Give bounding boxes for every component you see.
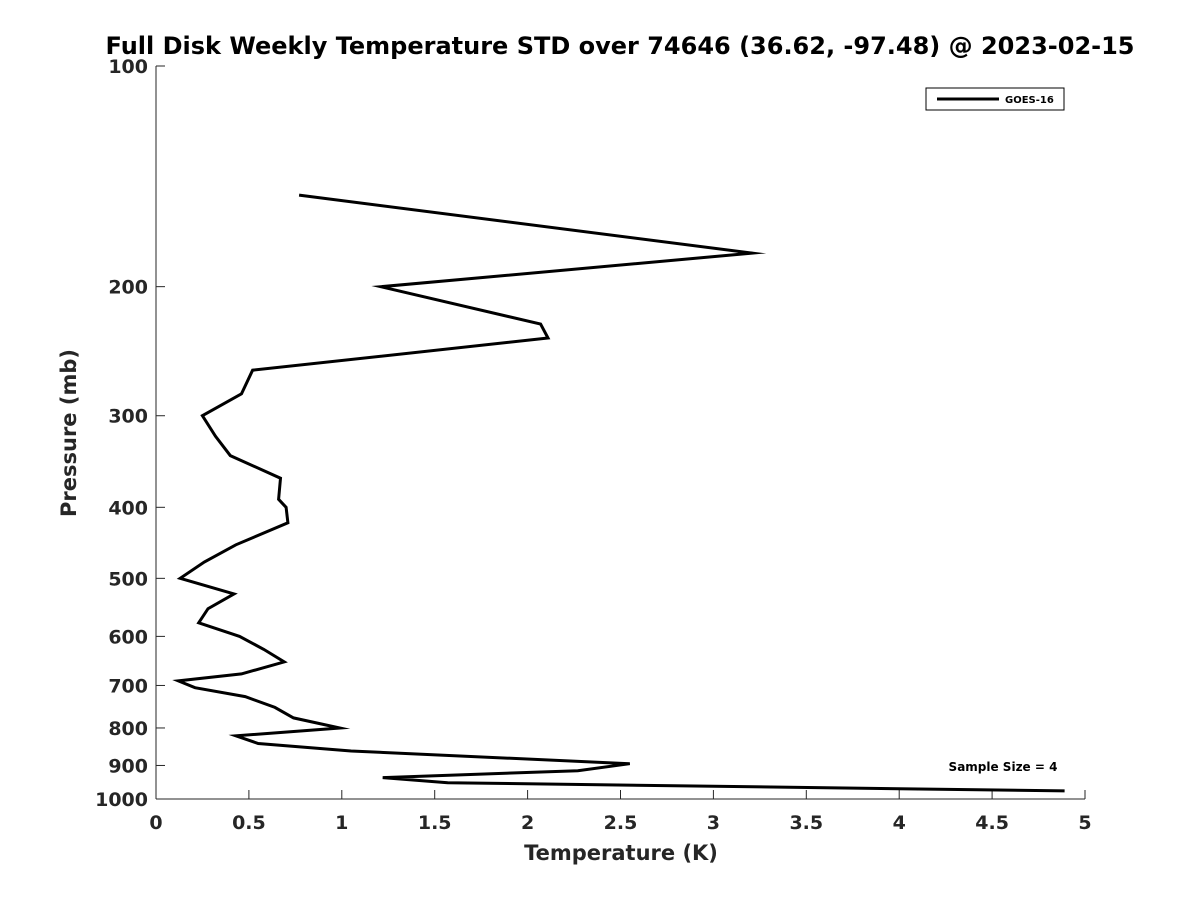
axes: 0 0.5 1 1.5 2 2.5 3 3.5 4 4.5 5 100 200 300 400 500 600 7… (95, 56, 1092, 834)
sample-size-annotation: Sample Size = 4 (949, 760, 1058, 774)
y-tick-label: 100 (108, 56, 148, 78)
x-tick-label: 1.5 (418, 812, 452, 834)
x-tick-label: 3 (707, 812, 720, 834)
x-tick-label: 1 (335, 812, 348, 834)
legend-label: GOES-16 (1005, 95, 1054, 106)
y-tick-label: 500 (108, 568, 148, 590)
series-line (172, 193, 1065, 793)
x-tick-label: 0.5 (232, 812, 266, 834)
y-tick-label: 1000 (95, 789, 148, 811)
x-tick-label: 0 (149, 812, 162, 834)
chart-title: Full Disk Weekly Temperature STD over 74… (106, 32, 1135, 60)
x-tick-label: 4 (893, 812, 906, 834)
data-series (172, 193, 1065, 793)
x-tick-label: 3.5 (789, 812, 823, 834)
y-tick-label: 400 (108, 497, 148, 519)
x-tick-label: 2.5 (604, 812, 638, 834)
x-tick-label: 5 (1078, 812, 1091, 834)
y-tick-label: 900 (108, 755, 148, 777)
legend: GOES-16 (925, 87, 1065, 111)
y-tick-label: 200 (108, 277, 148, 299)
y-tick-label: 600 (108, 626, 148, 648)
x-tick-label: 4.5 (975, 812, 1009, 834)
y-axis-label: Pressure (mb) (57, 349, 81, 517)
y-tick-label: 700 (108, 675, 148, 697)
x-tick-label: 2 (521, 812, 534, 834)
y-tick-label: 800 (108, 718, 148, 740)
y-tick-label: 300 (108, 406, 148, 428)
x-axis-label: Temperature (K) (524, 841, 718, 865)
